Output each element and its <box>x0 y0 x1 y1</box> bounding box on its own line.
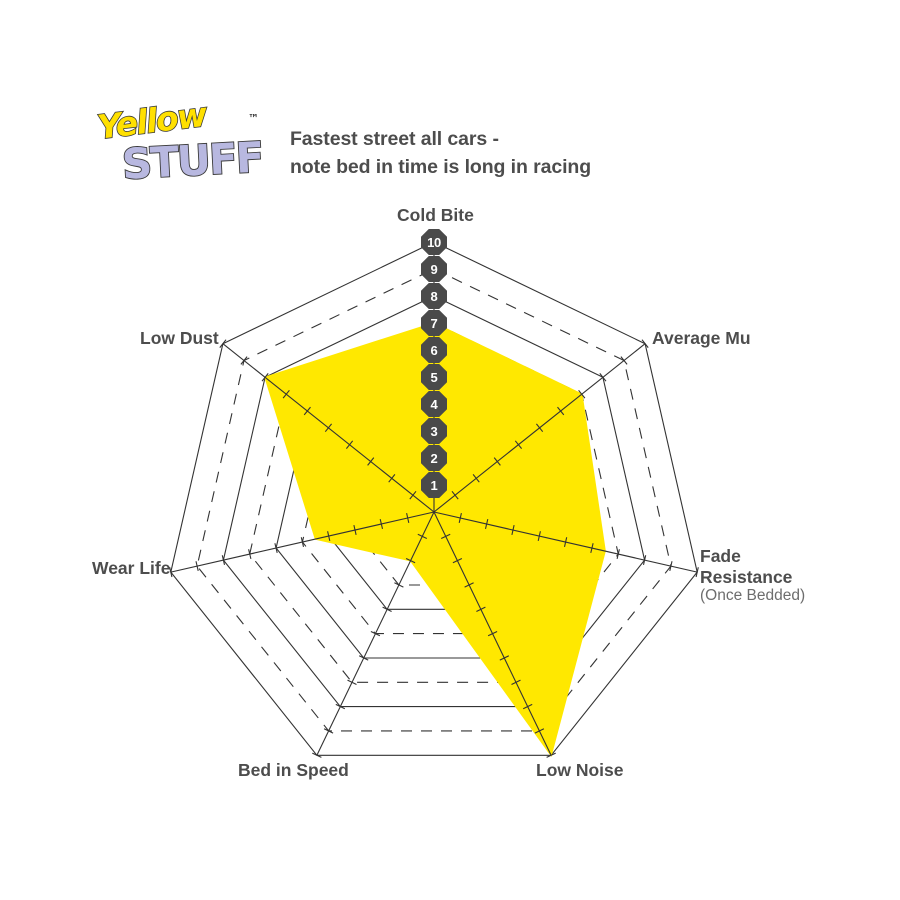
tick-mark <box>440 533 451 539</box>
axis-label-average-mu: Average Mu <box>652 328 751 348</box>
tick-mark <box>458 512 462 524</box>
tick-mark <box>327 531 331 542</box>
tick-mark <box>695 567 699 578</box>
headline-text: Fastest street all cars - note bed in ti… <box>290 128 592 178</box>
tick-mark <box>282 389 290 399</box>
tick-mark <box>642 555 647 566</box>
tick-mark <box>240 356 248 365</box>
scale-badge-2: 2 <box>421 445 447 471</box>
tick-mark <box>514 440 523 449</box>
tick-mark <box>487 631 498 637</box>
series-polygon-yellowstuff <box>264 322 606 758</box>
tick-mark <box>303 406 311 416</box>
tick-mark <box>563 537 568 548</box>
tick-mark <box>195 561 199 572</box>
axis-label-fade-line1: Fade <box>700 546 741 566</box>
tick-mark <box>345 440 354 449</box>
scale-badge-8: 8 <box>421 283 447 309</box>
tick-mark <box>367 457 375 466</box>
tick-mark <box>219 339 227 348</box>
tick-mark <box>493 457 501 466</box>
tick-mark <box>405 558 416 564</box>
tick-mark <box>169 567 173 578</box>
tick-mark <box>476 606 486 612</box>
tick-mark <box>409 490 417 500</box>
tick-mark <box>535 423 544 433</box>
axis-label-wear-life: Wear Life <box>92 558 171 578</box>
axis-label-cold-bite: Cold Bite <box>397 205 474 225</box>
scale-badge-9: 9 <box>421 256 447 282</box>
tick-mark <box>353 524 357 536</box>
tick-mark <box>499 655 510 661</box>
header: Yellow STUFF ™ Fastest street all cars -… <box>96 100 591 192</box>
tick-mark <box>616 549 620 560</box>
logo-artwork: Yellow STUFF ™ <box>96 100 265 190</box>
yellowstuff-logo: Yellow STUFF ™ <box>96 100 268 192</box>
trademark-symbol: ™ <box>248 112 259 125</box>
scale-badge-7: 7 <box>421 310 447 336</box>
radar-series-area <box>264 322 606 758</box>
tick-mark <box>620 356 628 365</box>
tick-mark <box>406 512 410 524</box>
tick-mark <box>669 561 673 572</box>
tick-mark <box>417 533 428 539</box>
scale-badge-1: 1 <box>421 472 447 498</box>
tick-mark <box>358 655 369 661</box>
axis-label-bed-in-speed: Bed in Speed <box>238 760 349 780</box>
tick-mark <box>537 531 541 542</box>
tick-mark <box>221 555 226 566</box>
grid-ring-10 <box>170 241 698 756</box>
tick-mark <box>394 582 404 588</box>
logo-word-yellow: Yellow <box>96 100 211 148</box>
scale-badge-6: 6 <box>421 337 447 363</box>
tick-mark <box>312 752 322 758</box>
axis-label-low-dust: Low Dust <box>140 328 219 348</box>
tick-mark <box>274 543 278 554</box>
tick-mark <box>511 679 521 685</box>
tick-mark <box>484 518 489 530</box>
tick-mark <box>370 631 381 637</box>
tick-mark <box>578 389 586 399</box>
tick-mark <box>590 543 594 554</box>
tick-mark <box>300 537 305 548</box>
axis-label-low-noise: Low Noise <box>536 760 624 780</box>
axis-label-fade-sublabel: (Once Bedded) <box>700 587 806 605</box>
radar-tick-marks <box>169 241 699 758</box>
tick-mark <box>522 703 533 710</box>
tick-mark <box>248 549 252 560</box>
axis-label-fade-resistance: Fade Resistance (Once Bedded) <box>700 546 805 606</box>
svg-text:Yellow: Yellow <box>96 100 210 147</box>
svg-text:STUFF: STUFF <box>121 133 264 189</box>
tick-mark <box>599 373 607 382</box>
axis-label-fade-line2: Resistance <box>700 566 793 587</box>
tick-mark <box>335 703 346 710</box>
scale-badge-10: 10 <box>421 229 447 255</box>
tick-mark <box>324 423 333 433</box>
tick-mark <box>546 752 556 758</box>
grid-ring-9 <box>196 268 672 732</box>
tick-mark <box>261 373 269 382</box>
scale-badge-3: 3 <box>421 418 447 444</box>
tick-mark <box>641 339 649 348</box>
tick-mark <box>347 679 357 685</box>
logo-word-stuff: STUFF <box>120 132 265 190</box>
tick-mark <box>472 474 480 483</box>
tick-mark <box>464 582 474 588</box>
tick-mark <box>388 474 396 483</box>
tick-mark <box>534 728 545 734</box>
tick-mark <box>451 490 459 500</box>
tick-mark <box>452 558 463 564</box>
tick-mark <box>511 524 515 536</box>
scale-badge-4: 4 <box>421 391 447 417</box>
grid-ring-8 <box>222 295 646 708</box>
tick-mark <box>382 606 392 612</box>
tick-mark <box>379 518 384 530</box>
scale-badge-5: 5 <box>421 364 447 390</box>
tick-mark <box>557 406 565 416</box>
tick-mark <box>323 728 334 734</box>
